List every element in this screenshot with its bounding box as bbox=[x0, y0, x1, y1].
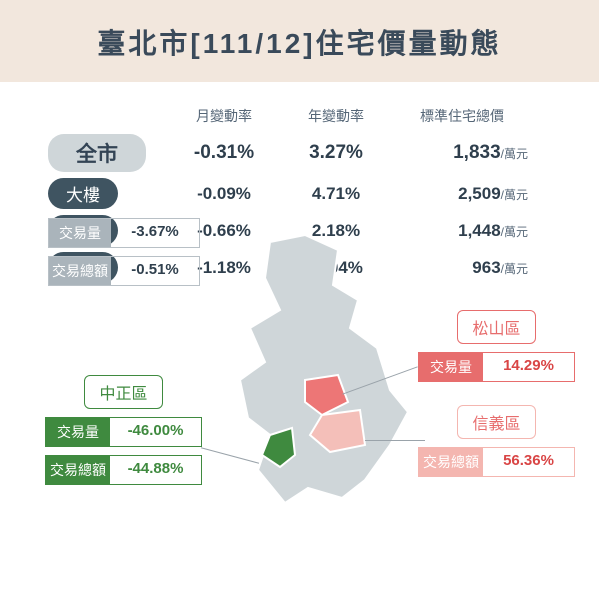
xinyi-label: 信義區 bbox=[457, 405, 535, 439]
summary-vol-label: 交易量 bbox=[49, 219, 111, 247]
bldg-monthly: -0.09% bbox=[168, 184, 280, 204]
summary-amount: 交易總額 -0.51% bbox=[48, 256, 200, 286]
title-suffix: 住宅價量動態 bbox=[316, 28, 502, 59]
region-xinyi: 信義區 交易總額 56.36% bbox=[418, 405, 575, 477]
zz-amt-label: 交易總額 bbox=[46, 456, 110, 484]
zz-amt-value: -44.88% bbox=[110, 456, 201, 484]
bldg-yearly: 4.71% bbox=[280, 184, 392, 204]
city-price: 1,833/萬元 bbox=[392, 142, 532, 164]
page-title: 臺北市[111/12]住宅價量動態 bbox=[0, 0, 599, 82]
songshan-label: 松山區 bbox=[457, 310, 535, 344]
summary-amt-value: -0.51% bbox=[111, 257, 199, 285]
bldg-price: 2,509/萬元 bbox=[392, 184, 532, 204]
zhongzheng-volume: 交易量 -46.00% bbox=[45, 417, 202, 447]
xy-amt-label: 交易總額 bbox=[419, 448, 483, 476]
xy-amt-value: 56.36% bbox=[483, 448, 574, 476]
zhongzheng-label: 中正區 bbox=[84, 375, 162, 409]
row-city-label: 全市 bbox=[48, 134, 146, 172]
row-bldg-label: 大樓 bbox=[48, 178, 118, 209]
city-monthly: -0.31% bbox=[168, 142, 280, 164]
region-songshan: 松山區 交易量 14.29% bbox=[418, 310, 575, 382]
city-yearly: 3.27% bbox=[280, 142, 392, 164]
zz-vol-value: -46.00% bbox=[110, 418, 201, 446]
region-zhongzheng: 中正區 交易量 -46.00% 交易總額 -44.88% bbox=[45, 375, 202, 485]
title-city: 臺北市 bbox=[97, 28, 190, 59]
summary-volume: 交易量 -3.67% bbox=[48, 218, 200, 248]
summary-boxes: 交易量 -3.67% 交易總額 -0.51% bbox=[48, 210, 200, 286]
zz-vol-label: 交易量 bbox=[46, 418, 110, 446]
taipei-map bbox=[210, 230, 420, 510]
page: 臺北市[111/12]住宅價量動態 月變動率 年變動率 標準住宅總價 全市 -0… bbox=[0, 0, 599, 600]
col-yearly: 年變動率 bbox=[280, 106, 392, 128]
zhongzheng-amount: 交易總額 -44.88% bbox=[45, 455, 202, 485]
col-price: 標準住宅總價 bbox=[392, 106, 532, 128]
ss-vol-label: 交易量 bbox=[419, 353, 483, 381]
col-monthly: 月變動率 bbox=[168, 106, 280, 128]
leader-line bbox=[365, 440, 425, 441]
songshan-volume: 交易量 14.29% bbox=[418, 352, 575, 382]
ss-vol-value: 14.29% bbox=[483, 353, 574, 381]
summary-vol-value: -3.67% bbox=[111, 219, 199, 247]
summary-amt-label: 交易總額 bbox=[49, 257, 111, 285]
title-period: [111/12] bbox=[190, 28, 315, 59]
xinyi-amount: 交易總額 56.36% bbox=[418, 447, 575, 477]
